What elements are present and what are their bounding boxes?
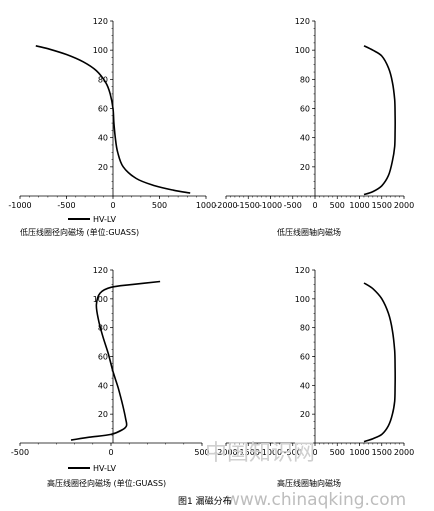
figure-caption: 图1 漏磁分布	[178, 495, 232, 507]
x-tick-label: 2000	[394, 448, 414, 457]
series-line	[35, 45, 191, 194]
x-tick-label: -500	[284, 448, 302, 457]
chart-caption: 高压线圈轴向磁场	[277, 478, 341, 488]
x-tick-label: -500	[284, 201, 302, 210]
chart-caption: 高压线圈径向磁场 (单位:GUASS)	[47, 478, 166, 488]
chart-lv-axial: -2000 -1500 -1000 -500 0 500 1000 1500 2000 20 40 6…	[214, 17, 414, 237]
y-tick-label: 40	[98, 381, 108, 390]
y-tick-label: 80	[98, 75, 108, 84]
y-tick-label: 20	[98, 410, 108, 419]
x-tick-label: 500	[152, 201, 167, 210]
y-tick-label: 80	[98, 324, 108, 333]
y-tick-label: 100	[295, 46, 310, 55]
x-tick-label: 0	[110, 201, 115, 210]
x-tick-label: 2000	[394, 201, 414, 210]
y-tick-label: 20	[300, 410, 310, 419]
y-tick-label: 80	[300, 324, 310, 333]
y-tick-label: 60	[300, 105, 310, 114]
watermark-en: www.chinaqking.com	[226, 490, 406, 510]
y-tick-label: 120	[93, 17, 108, 26]
y-tick-label: 100	[93, 46, 108, 55]
x-tick-label: 1500	[372, 448, 392, 457]
y-tick-label: 60	[98, 105, 108, 114]
y-tick-label: 20	[98, 163, 108, 172]
y-tick-label: 60	[300, 353, 310, 362]
y-tick-label: 40	[98, 134, 108, 143]
y-tick-label: 120	[295, 17, 310, 26]
y-tick-label: 100	[93, 295, 108, 304]
x-tick-label: 0	[312, 448, 317, 457]
chart-hv-radial: -500 0 500 20 40 60 80 100 120 HV-LV 高压线圈径向磁场 (单位:…	[11, 266, 210, 488]
chart-lv-radial: -1000 -500 0 500 1000 20 40 60 80 100 120 HV-LV 低压线圈…	[8, 17, 216, 237]
x-tick-label: 500	[194, 448, 209, 457]
y-tick-label: 20	[300, 163, 310, 172]
chart-caption: 低压线圈径向磁场 (单位:GUASS)	[20, 227, 139, 237]
x-tick-label: 0	[108, 448, 113, 457]
x-tick-label: 1000	[196, 201, 216, 210]
chart-caption: 低压线圈轴向磁场	[277, 227, 341, 237]
watermark-cn: 中国知识网	[205, 441, 315, 466]
x-tick-label: -1000	[259, 448, 282, 457]
x-tick-label: 500	[330, 201, 345, 210]
x-tick-label: -1500	[237, 201, 260, 210]
y-tick-label: 60	[98, 353, 108, 362]
x-tick-label: -1000	[259, 201, 282, 210]
x-tick-label: 1000	[349, 201, 369, 210]
series-line	[70, 280, 161, 441]
x-tick-label: -2000	[214, 448, 237, 457]
y-tick-label: 40	[300, 381, 310, 390]
x-tick-label: -500	[11, 448, 29, 457]
legend-label: HV-LV	[93, 464, 116, 473]
x-tick-label: 500	[330, 448, 345, 457]
y-tick-label: 100	[295, 295, 310, 304]
x-tick-label: 0	[312, 201, 317, 210]
y-tick-label: 40	[300, 134, 310, 143]
y-tick-label: 80	[300, 75, 310, 84]
y-tick-label: 120	[295, 266, 310, 275]
chart-hv-axial: -2000 -1500 -1000 -500 0 500 1000 1500 2000 20 40 6…	[214, 266, 414, 488]
series-line	[363, 45, 396, 196]
x-tick-label: 1000	[349, 448, 369, 457]
legend-label: HV-LV	[93, 215, 116, 224]
y-tick-label: 120	[93, 266, 108, 275]
x-tick-label: -2000	[214, 201, 237, 210]
x-tick-label: 1500	[372, 201, 392, 210]
series-line	[363, 282, 396, 443]
x-tick-label: -500	[57, 201, 75, 210]
x-tick-label: -1000	[8, 201, 31, 210]
x-tick-label: -1500	[237, 448, 260, 457]
